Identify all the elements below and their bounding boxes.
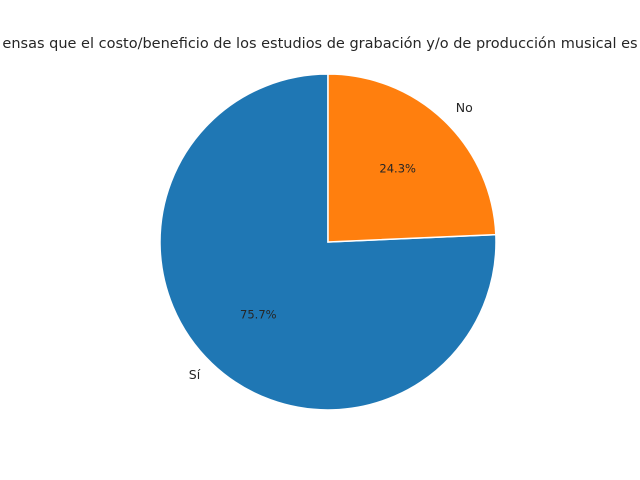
slice-label: No — [456, 100, 473, 115]
slice-label: Sí — [189, 367, 201, 382]
pie-slice — [327, 73, 497, 243]
pie-slice — [159, 73, 497, 411]
chart-title: ensas que el costo/beneficio de los estu… — [2, 36, 637, 52]
percent-label: 75.7% — [240, 307, 277, 321]
percent-label: 24.3% — [379, 162, 416, 176]
